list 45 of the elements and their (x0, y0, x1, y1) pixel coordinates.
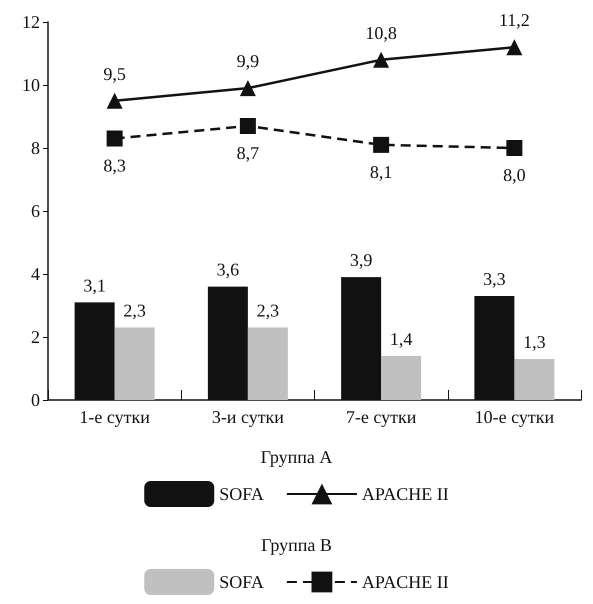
y-tick-label: 8 (31, 138, 40, 158)
data-label: 1,4 (390, 328, 412, 349)
x-tick-label: 7-е сутки (346, 407, 417, 427)
point (106, 92, 123, 109)
point (506, 39, 522, 56)
data-label: 3,9 (350, 250, 372, 270)
data-label: 11,2 (498, 10, 530, 30)
text: Группа А (260, 447, 332, 467)
data-label: 2,3 (123, 300, 146, 321)
point (506, 140, 522, 156)
data-label: 8,7 (236, 142, 260, 163)
x-tick-label: 10-е сутки (474, 407, 554, 427)
data-label: 2,3 (256, 300, 280, 321)
bar (114, 328, 155, 400)
point (240, 80, 256, 96)
point (106, 130, 123, 147)
legend-label: SOFA (219, 484, 264, 504)
data-label: 1,3 (523, 332, 546, 352)
data-label: 10,8 (365, 22, 397, 43)
data-label: 3,6 (216, 260, 240, 280)
data-label: 3,1 (83, 275, 106, 296)
point (240, 118, 256, 134)
y-tick-label: 0 (31, 390, 40, 410)
data-label: 9,5 (103, 64, 126, 84)
y-tick-label: 6 (31, 201, 40, 221)
data-label: 8,1 (370, 162, 392, 182)
legend-label: APACHE II (362, 572, 449, 592)
legend-label: APACHE II (362, 484, 449, 504)
x-tick-label: 1-е сутки (79, 407, 150, 427)
legend-label: SOFA (219, 572, 264, 592)
x-tick-label: 3-и сутки (212, 407, 284, 427)
text: Группа В (261, 535, 332, 555)
bar (381, 356, 422, 400)
y-tick-label: 12 (22, 12, 40, 32)
bar (248, 328, 288, 400)
y-tick-label: 10 (22, 75, 40, 95)
bar (514, 359, 554, 400)
y-tick-label: 4 (31, 264, 40, 284)
point (373, 52, 390, 68)
data-label: 9,9 (236, 51, 260, 72)
point (373, 136, 390, 153)
y-tick-label: 2 (31, 327, 40, 347)
data-label: 3,3 (483, 269, 506, 290)
data-label: 8,0 (503, 165, 526, 185)
data-label: 8,3 (103, 156, 126, 176)
